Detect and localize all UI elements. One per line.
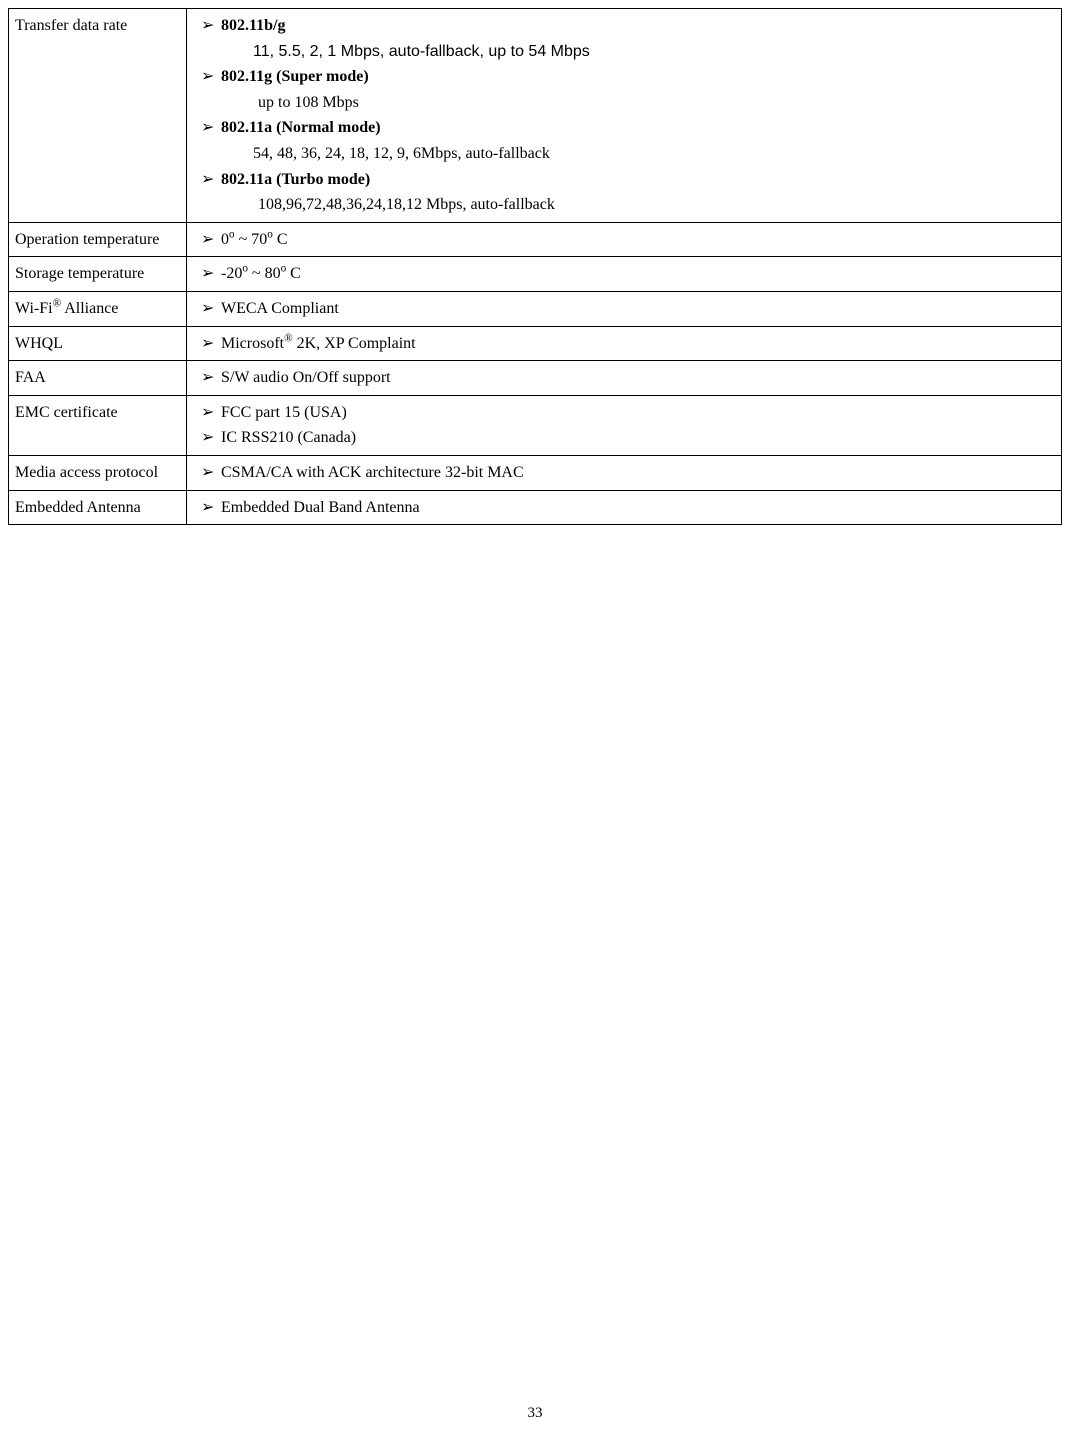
row-value: ➢FCC part 15 (USA) ➢IC RSS210 (Canada) xyxy=(187,395,1062,455)
bullet-icon: ➢ xyxy=(201,13,221,39)
table-row: Media access protocol ➢CSMA/CA with ACK … xyxy=(9,455,1062,490)
row-label: Media access protocol xyxy=(9,455,187,490)
item-value: IC RSS210 (Canada) xyxy=(221,429,356,446)
row-value: ➢WECA Compliant xyxy=(187,291,1062,326)
item-title: 802.11a (Turbo mode) xyxy=(221,171,370,188)
row-label: Storage temperature xyxy=(9,257,187,292)
table-row: EMC certificate ➢FCC part 15 (USA) ➢IC R… xyxy=(9,395,1062,455)
item-detail: up to 108 Mbps xyxy=(193,90,1055,116)
bullet-icon: ➢ xyxy=(201,167,221,193)
page-number: 33 xyxy=(8,1405,1062,1422)
bullet-icon: ➢ xyxy=(201,365,221,391)
bullet-icon: ➢ xyxy=(201,400,221,426)
temp-value: -20o ~ 80o C xyxy=(221,265,301,282)
bullet-icon: ➢ xyxy=(201,115,221,141)
row-value: ➢S/W audio On/Off support xyxy=(187,361,1062,396)
bullet-icon: ➢ xyxy=(201,261,221,287)
row-label: EMC certificate xyxy=(9,395,187,455)
item-value: S/W audio On/Off support xyxy=(221,369,391,386)
row-value: ➢Embedded Dual Band Antenna xyxy=(187,490,1062,525)
row-label: Wi-Fi® Alliance xyxy=(9,291,187,326)
row-value: ➢0o ~ 70o C xyxy=(187,222,1062,257)
bullet-icon: ➢ xyxy=(201,64,221,90)
table-row: WHQL ➢Microsoft® 2K, XP Complaint xyxy=(9,326,1062,361)
table-row: FAA ➢S/W audio On/Off support xyxy=(9,361,1062,396)
item-detail: 54, 48, 36, 24, 18, 12, 9, 6Mbps, auto-f… xyxy=(193,141,1055,167)
bullet-icon: ➢ xyxy=(201,460,221,486)
item-value: Microsoft® 2K, XP Complaint xyxy=(221,335,416,352)
bullet-icon: ➢ xyxy=(201,331,221,357)
item-title: 802.11b/g xyxy=(221,17,285,34)
temp-value: 0o ~ 70o C xyxy=(221,231,288,248)
item-value: CSMA/CA with ACK architecture 32-bit MAC xyxy=(221,464,524,481)
row-label: WHQL xyxy=(9,326,187,361)
item-title: 802.11g (Super mode) xyxy=(221,68,369,85)
bullet-icon: ➢ xyxy=(201,425,221,451)
bullet-icon: ➢ xyxy=(201,227,221,253)
table-row: Embedded Antenna ➢Embedded Dual Band Ant… xyxy=(9,490,1062,525)
item-value: WECA Compliant xyxy=(221,300,339,317)
row-label: FAA xyxy=(9,361,187,396)
spec-table: Transfer data rate ➢802.11b/g 11, 5.5, 2… xyxy=(8,8,1062,525)
item-value: FCC part 15 (USA) xyxy=(221,404,347,421)
row-label: Transfer data rate xyxy=(9,9,187,223)
row-value: ➢CSMA/CA with ACK architecture 32-bit MA… xyxy=(187,455,1062,490)
row-label: Embedded Antenna xyxy=(9,490,187,525)
row-label: Operation temperature xyxy=(9,222,187,257)
row-value: ➢-20o ~ 80o C xyxy=(187,257,1062,292)
item-value: Embedded Dual Band Antenna xyxy=(221,499,420,516)
table-row: Transfer data rate ➢802.11b/g 11, 5.5, 2… xyxy=(9,9,1062,223)
row-value: ➢802.11b/g 11, 5.5, 2, 1 Mbps, auto-fall… xyxy=(187,9,1062,223)
item-detail: 11, 5.5, 2, 1 Mbps, auto-fallback, up to… xyxy=(193,39,1055,65)
table-row: Storage temperature ➢-20o ~ 80o C xyxy=(9,257,1062,292)
table-row: Wi-Fi® Alliance ➢WECA Compliant xyxy=(9,291,1062,326)
table-row: Operation temperature ➢0o ~ 70o C xyxy=(9,222,1062,257)
item-detail: 108,96,72,48,36,24,18,12 Mbps, auto-fall… xyxy=(193,192,1055,218)
row-value: ➢Microsoft® 2K, XP Complaint xyxy=(187,326,1062,361)
bullet-icon: ➢ xyxy=(201,296,221,322)
bullet-icon: ➢ xyxy=(201,495,221,521)
item-title: 802.11a (Normal mode) xyxy=(221,119,381,136)
